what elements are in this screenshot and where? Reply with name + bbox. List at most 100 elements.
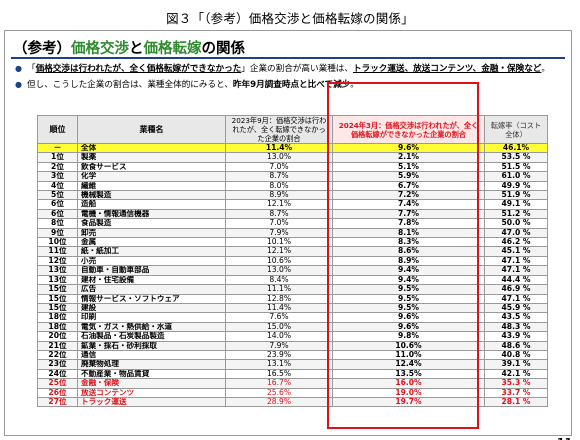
cell-rate: 51.5 % [484,161,548,173]
cell-industry: トラック運送 [77,396,226,408]
cell-2023: 8.7% [225,171,333,182]
cell-2023: 8.7% [225,208,333,220]
cell-rank: 6位 [37,208,78,220]
cell-2023: 7.9% [225,340,333,351]
cell-rate: 28.1 % [484,396,548,408]
cell-industry: 放送コンテンツ [77,387,226,398]
cell-2024: 5.1% [332,161,485,173]
cell-2023: 7.6% [225,312,333,323]
cell-rank: 2位 [37,161,78,173]
cell-2024: 11.0% [332,349,485,361]
cell-2024: 16.0% [332,378,485,389]
cell-industry: 卸売 [77,227,226,239]
cell-industry: 情報サービス・ソフトウェア [77,293,226,304]
table-row: 18位 電気・ガス・熱供給・水道 15.0% 9.6% 48.3 % [37,321,548,333]
cell-rate: 47.1 % [484,293,548,304]
title-suffix: の関係 [201,41,246,57]
cell-2024: 2.1% [332,152,485,163]
table-row: －全体 11.4% 9.6% 46.1% [37,142,548,154]
cell-industry: 建材・住宅設備 [77,274,226,286]
table-row: 13位 自動車・自動車部品 13.0% 9.4% 47.1 % [37,265,548,276]
slide-title: （参考）価格交渉と価格転嫁の関係 [13,37,245,58]
cell-rank: 25位 [37,378,78,389]
cell-rank: 18位 [37,312,78,323]
cell-2024: 5.9% [332,171,485,182]
table-row: 23位 廃棄物処理 13.1% 12.4% 39.1 % [37,359,548,370]
title-divider [11,57,565,59]
cell-2024: 6.7% [332,180,485,192]
cell-industry: 造船 [77,199,226,210]
bullet-text: トラック運送、放送コンテンツ、金融・保険など [353,64,542,74]
cell-2024: 8.9% [332,255,485,267]
cell-2024: 7.4% [332,199,485,210]
cell-rate: 47.1 % [484,255,548,267]
bullet-text: 「 [27,64,36,74]
cell-industry: 全体 [77,142,226,154]
cell-2024: 9.6% [332,312,485,323]
header-2024: 2024年3月：価格交渉は行われたが、全く価格転嫁ができなかった企業の割合 [332,115,485,144]
cell-2024: 8.3% [332,237,485,248]
bullet-text: 。 [350,79,359,90]
cell-rate: 46.9 % [484,284,548,295]
cell-rate: 47.1 % [484,265,548,276]
table-row: 22位 通信 23.9% 11.0% 40.8 % [37,349,548,361]
bullet-item: ● 「価格交渉は行われたが、全く価格転嫁ができなかった」企業の割合が高い業種は、ト… [13,63,565,76]
cell-rate: 51.9 % [484,190,548,201]
cell-industry: 化学 [77,171,226,182]
cell-2024: 7.7% [332,208,485,220]
page-number: 11 [557,436,572,440]
cell-2023: 12.1% [225,199,333,210]
bullet-item: ● 但し、こうした企業の割合は、業種全体的にみると、昨年9月調査時点と比べて減少。 [13,79,565,92]
cell-industry: 廃棄物処理 [77,359,226,370]
table-row: 27位 トラック運送 28.9% 19.7% 28.1 % [37,396,548,408]
cell-rate: 49.1 % [484,199,548,210]
figure-caption: 図３「（参考）価格交渉と価格転嫁の関係」 [166,11,414,26]
cell-2023: 11.4% [225,142,333,154]
cell-2024: 7.8% [332,218,485,229]
table-row: 1位 製薬 13.0% 2.1% 53.5 % [37,152,548,163]
cell-2023: 23.9% [225,349,333,361]
cell-industry: 紙・紙加工 [77,246,226,257]
table-row: 10位 金属 10.1% 8.3% 46.2 % [37,237,548,248]
cell-rate: 42.1 % [484,368,548,380]
table-row: 24位 不動産業・物品賃貸 16.5% 13.5% 42.1 % [37,368,548,380]
cell-industry: 繊維 [77,180,226,192]
cell-rank: 13位 [37,265,78,276]
cell-industry: 飲食サービス [77,161,226,173]
cell-2024: 10.6% [332,340,485,351]
table-row: 25位 金融・保険 16.7% 16.0% 35.3 % [37,378,548,389]
bullet-list: ● 「価格交渉は行われたが、全く価格転嫁ができなかった」企業の割合が高い業種は、ト… [13,63,565,94]
cell-rank: － [37,142,78,154]
table-row: 9位 卸売 7.9% 8.1% 47.0 % [37,227,548,239]
cell-rank: 27位 [37,396,78,408]
cell-rank: 8位 [37,218,78,229]
cell-rank: 9位 [37,227,78,239]
cell-rank: 13位 [37,274,78,286]
cell-industry: 金属 [77,237,226,248]
table-row: 3位 化学 8.7% 5.9% 61.0 % [37,171,548,182]
cell-industry: 製薬 [77,152,226,163]
cell-rank: 11位 [37,246,78,257]
cell-2023: 16.7% [225,378,333,389]
cell-2024: 9.6% [332,321,485,333]
cell-industry: 食品製造 [77,218,226,229]
bullet-dot-icon: ● [15,79,22,89]
title-keyword-negotiation: 価格交渉 [71,41,129,57]
cell-2024: 9.4% [332,265,485,276]
cell-2024: 9.6% [332,142,485,154]
cell-rate: 46.2 % [484,237,548,248]
cell-rank: 15位 [37,302,78,314]
table-row: 4位 繊維 8.0% 6.7% 49.9 % [37,180,548,192]
table-row: 15位 情報サービス・ソフトウェア 12.8% 9.5% 47.1 % [37,293,548,304]
bullet-text: 価格交渉は行われたが、全く価格転嫁ができなかった [35,64,242,74]
cell-industry: 広告 [77,284,226,295]
cell-2024: 9.5% [332,293,485,304]
cell-rate: 43.9 % [484,331,548,342]
cell-2023: 7.9% [225,227,333,239]
cell-rate: 46.1% [484,142,548,154]
cell-2024: 13.5% [332,368,485,380]
cell-rate: 51.2 % [484,208,548,220]
cell-rank: 12位 [37,255,78,267]
header-passthrough-rate: 転嫁率（コスト全体） [484,115,548,144]
table-row: 6位 造船 12.1% 7.4% 49.1 % [37,199,548,210]
